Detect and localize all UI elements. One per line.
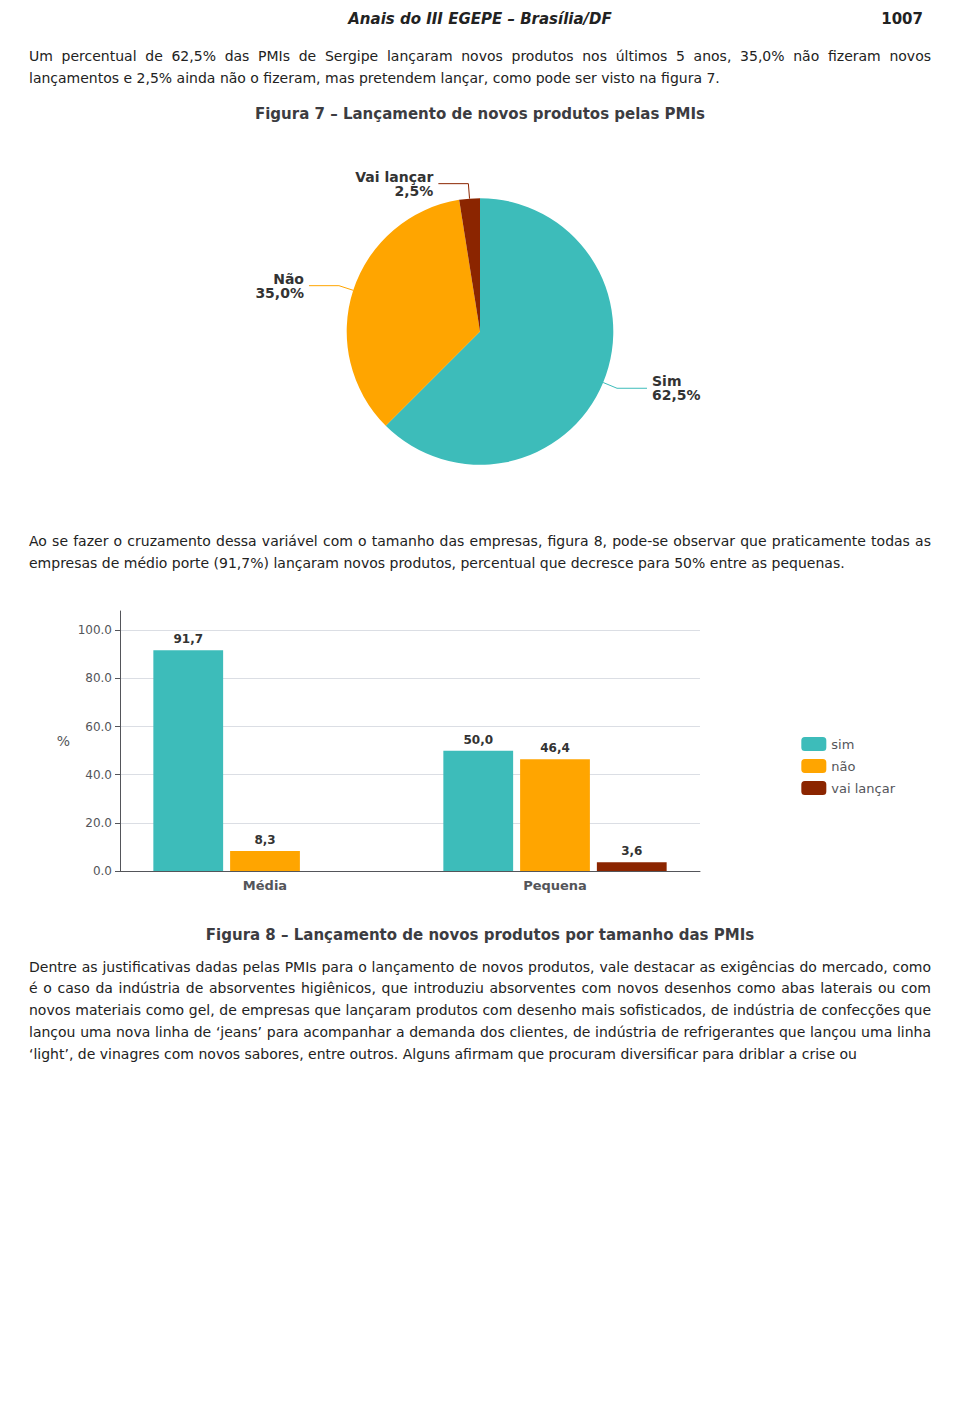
svg-text:100.0: 100.0 <box>78 623 112 637</box>
svg-text:40.0: 40.0 <box>85 767 112 781</box>
html-text:1007: 1007 <box>881 10 923 28</box>
svg-text:2,5%: 2,5% <box>395 183 434 199</box>
html-text:Dentre as justificativas dadas: Dentre as justificativas dadas pelas PMI… <box>29 958 931 1062</box>
svg-text:Figura 8 – Lançamento de novos: Figura 8 – Lançamento de novos produtos … <box>206 925 754 943</box>
svg-text:62,5%: 62,5% <box>652 388 701 404</box>
svg-text:50,0: 50,0 <box>463 732 493 746</box>
svg-text:não: não <box>831 758 855 773</box>
svg-text:%: % <box>57 733 70 749</box>
svg-text:8,3: 8,3 <box>254 833 275 847</box>
svg-text:Pequena: Pequena <box>523 878 587 893</box>
svg-text:91,7: 91,7 <box>173 632 203 646</box>
svg-text:46,4: 46,4 <box>540 741 570 755</box>
svg-text:0.0: 0.0 <box>93 864 112 878</box>
svg-text:Média: Média <box>243 878 287 893</box>
svg-text:Vai lançar: Vai lançar <box>355 169 434 185</box>
svg-text:Não: Não <box>273 271 304 287</box>
svg-text:vai lançar: vai lançar <box>831 780 895 795</box>
html-text:Anais do III EGEPE – Brasília/: Anais do III EGEPE – Brasília/DF <box>348 10 612 28</box>
svg-text:Figura 7 – Lançamento de novos: Figura 7 – Lançamento de novos produtos … <box>255 105 705 123</box>
svg-text:Sim: Sim <box>652 373 682 390</box>
html-text:Um percentual de 62,5% das PMI: Um percentual de 62,5% das PMIs de Sergi… <box>29 48 931 86</box>
svg-text:20.0: 20.0 <box>85 816 112 830</box>
svg-text:3,6: 3,6 <box>621 844 642 858</box>
svg-text:35,0%: 35,0% <box>255 285 304 301</box>
svg-text:80.0: 80.0 <box>85 671 112 685</box>
html-text:Ao se fazer o cruzamento dessa: Ao se fazer o cruzamento dessa variável … <box>29 533 931 572</box>
svg-text:sim: sim <box>831 736 854 751</box>
svg-text:60.0: 60.0 <box>85 719 112 733</box>
